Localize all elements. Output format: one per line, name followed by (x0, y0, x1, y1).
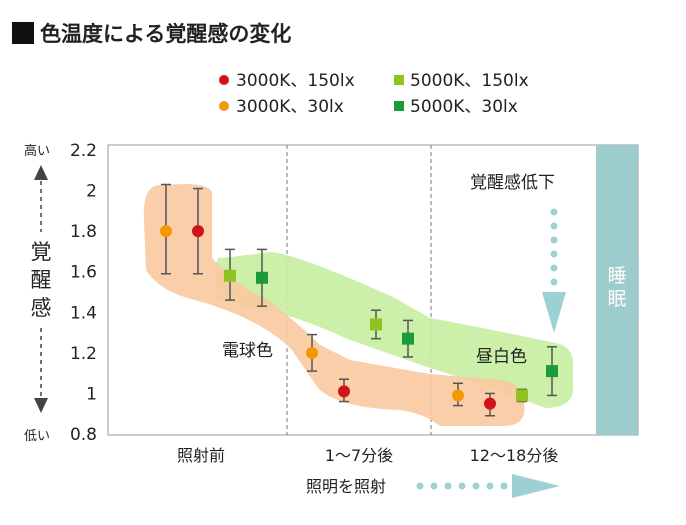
data-marker (546, 365, 558, 378)
sleep-label-char-1: 睡 (607, 265, 626, 287)
data-point (224, 248, 236, 301)
data-marker (402, 332, 414, 345)
y-up-arrow-icon (34, 165, 48, 180)
y-axis-label-char-3: 感 (31, 296, 52, 320)
data-marker (338, 385, 350, 398)
data-marker (452, 389, 464, 402)
data-marker (224, 269, 236, 282)
data-point (546, 346, 558, 397)
sleep-label-char-2: 眠 (607, 288, 626, 310)
data-point (192, 187, 204, 275)
sleep-band (596, 145, 638, 435)
y-high-label: 高い (24, 143, 50, 159)
x-arrow (416, 474, 560, 498)
y-axis-label-char-1: 覚 (31, 240, 52, 264)
legend-marker-3000k-150lx (219, 75, 229, 85)
legend: 3000K、150lx 5000K、150lx 3000K、30lx 5000K… (219, 71, 529, 117)
data-point (484, 392, 496, 417)
legend-label-5000k-150lx: 5000K、150lx (410, 71, 529, 91)
legend-label-3000k-150lx: 3000K、150lx (236, 71, 355, 91)
data-marker (160, 225, 172, 238)
category-label-before: 照射前 (177, 446, 225, 465)
data-point (160, 183, 172, 275)
y-tick-label: 1.4 (70, 303, 97, 323)
data-points (160, 183, 558, 417)
y-down-arrow-icon (34, 398, 48, 413)
y-tick-label: 1.2 (70, 344, 97, 364)
y-tick-label: 2.2 (70, 141, 97, 161)
title-square-icon (12, 22, 34, 44)
y-tick-label: 1.6 (70, 263, 97, 283)
y-tick-label: 1 (86, 384, 97, 404)
legend-label-5000k-30lx: 5000K、30lx (410, 97, 518, 117)
data-point (452, 382, 464, 407)
data-marker (484, 397, 496, 410)
data-point (306, 333, 318, 372)
legend-marker-5000k-150lx (394, 75, 404, 85)
y-low-label: 低い (24, 429, 50, 444)
chart-title: 色温度による覚醒感の変化 (40, 22, 291, 46)
y-axis-ticks: 2.2 2 1.8 1.6 1.4 1.2 1 0.8 (70, 141, 97, 445)
y-tick-label: 1.8 (70, 222, 97, 242)
data-marker (192, 225, 204, 238)
data-marker (256, 271, 268, 284)
data-point (256, 248, 268, 307)
y-tick-label: 2 (86, 182, 97, 202)
category-label-1-7min: 1～7分後 (325, 446, 393, 465)
data-point (402, 319, 414, 358)
data-point (370, 309, 382, 340)
category-label-12-18min: 12～18分後 (470, 446, 559, 465)
data-marker (306, 346, 318, 359)
x-axis-label: 照明を照射 (306, 477, 386, 496)
cool-band-label: 昼白色 (476, 347, 527, 367)
data-marker (516, 389, 528, 402)
decline-arrow (542, 208, 566, 333)
cool-band (215, 252, 574, 408)
decline-label: 覚醒感低下 (470, 173, 555, 193)
data-marker (370, 318, 382, 331)
legend-marker-5000k-30lx (394, 101, 404, 111)
legend-marker-3000k-30lx (219, 101, 229, 111)
legend-label-3000k-30lx: 3000K、30lx (236, 97, 344, 117)
data-point (338, 378, 350, 403)
y-tick-label: 0.8 (70, 425, 97, 445)
y-axis-label-char-2: 醒 (31, 268, 52, 292)
warm-band-label: 電球色 (222, 341, 273, 361)
data-point (516, 388, 528, 403)
